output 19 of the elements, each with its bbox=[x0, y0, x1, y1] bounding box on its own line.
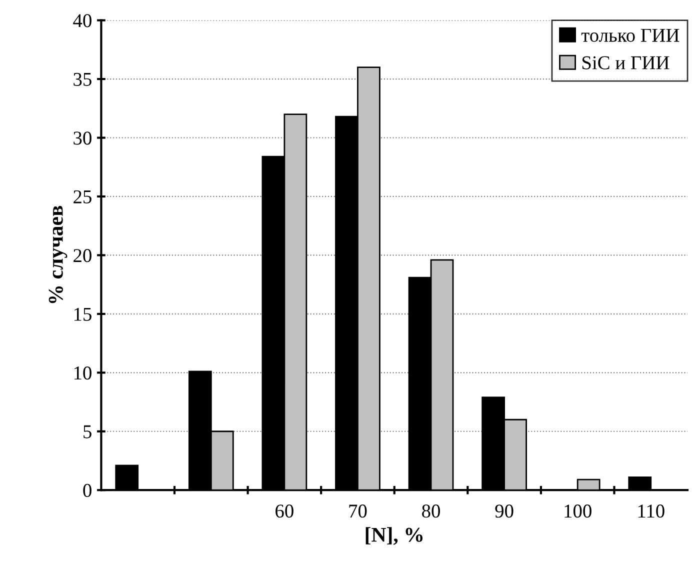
y-tick-label: 20 bbox=[74, 249, 92, 262]
y-axis-title: % случаев bbox=[48, 206, 68, 304]
x-tick-label: 80 bbox=[422, 504, 440, 518]
y-tick-label: 10 bbox=[74, 366, 92, 380]
y-tick-label: 30 bbox=[74, 132, 92, 145]
x-tick-label: 90 bbox=[495, 504, 514, 518]
y-tick-label: 0 bbox=[83, 484, 92, 498]
y-tick-label: 15 bbox=[74, 308, 92, 321]
legend-label: SiC и ГИИ bbox=[582, 56, 670, 70]
legend-label: только ГИИ bbox=[581, 28, 680, 42]
y-tick-label: 25 bbox=[74, 190, 92, 204]
x-axis-title: [N], % bbox=[366, 527, 423, 545]
y-tick-label: 5 bbox=[84, 425, 92, 438]
y-tick-label: 40 bbox=[73, 14, 92, 28]
x-tick-label: 110 bbox=[638, 504, 664, 518]
x-tick-label: 70 bbox=[349, 504, 367, 518]
x-tick-label: 100 bbox=[564, 504, 592, 518]
x-tick-label: 60 bbox=[276, 504, 294, 518]
y-tick-label: 35 bbox=[74, 72, 92, 86]
